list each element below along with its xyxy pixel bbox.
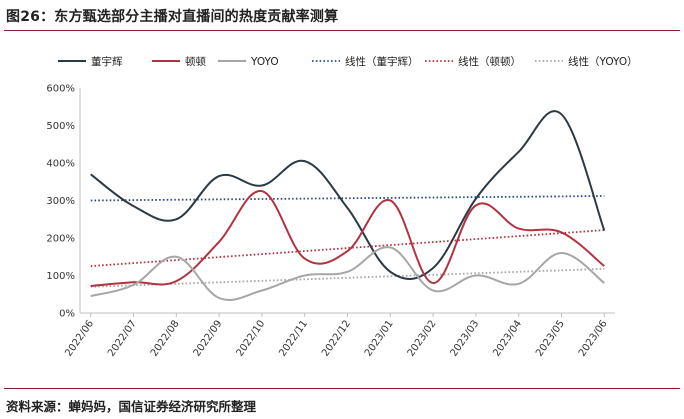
x-tick-label: 2022/08 bbox=[149, 318, 182, 358]
x-tick-label: 2023/06 bbox=[577, 318, 610, 358]
legend: 董宇辉 顿顿 YOYO 线性（董宇辉） 线性（顿顿） 线性（YOYO） bbox=[58, 55, 638, 68]
chart-title: 图26：东方甄选部分主播对直播间的热度贡献率测算 bbox=[6, 9, 339, 25]
legend-label-3: 线性（董宇辉） bbox=[345, 55, 419, 68]
x-tick-label: 2022/07 bbox=[106, 318, 139, 358]
legend-label-4: 线性（顿顿） bbox=[458, 55, 521, 68]
legend-label-2: YOYO bbox=[250, 56, 279, 68]
y-tick-label: 600% bbox=[46, 84, 75, 95]
x-tick-label: 2022/10 bbox=[235, 318, 268, 358]
y-tick-label: 200% bbox=[46, 234, 75, 245]
legend-label-0: 董宇辉 bbox=[91, 55, 123, 68]
series-line-4 bbox=[90, 229, 605, 267]
y-tick-label: 500% bbox=[46, 121, 75, 132]
series-group bbox=[90, 110, 606, 301]
y-tick-label: 0% bbox=[59, 309, 75, 320]
y-tick-label: 400% bbox=[46, 159, 75, 170]
x-tick-label: 2022/09 bbox=[192, 318, 225, 358]
legend-label-5: 线性（YOYO） bbox=[568, 55, 638, 68]
x-axis: 2022/06 2022/07 2022/08 2022/09 2022/10 2022/… bbox=[63, 312, 615, 359]
x-tick-label: 2023/02 bbox=[406, 318, 439, 358]
x-tick-label: 2022/12 bbox=[320, 318, 353, 358]
y-axis: 0% 100% 200% 300% 400% 500% 600% bbox=[46, 84, 81, 320]
series-line-0 bbox=[90, 110, 606, 280]
y-tick-label: 100% bbox=[46, 271, 75, 282]
x-tick-label: 2022/11 bbox=[277, 318, 310, 358]
series-line-2 bbox=[90, 246, 605, 301]
series-line-3 bbox=[90, 195, 605, 202]
series-line-1 bbox=[90, 190, 605, 287]
x-tick-label: 2023/05 bbox=[534, 318, 567, 358]
legend-label-1: 顿顿 bbox=[185, 55, 206, 68]
x-tick-label: 2023/03 bbox=[449, 318, 482, 358]
title-divider bbox=[4, 30, 680, 31]
y-tick-label: 300% bbox=[46, 196, 75, 207]
x-tick-label: 2023/01 bbox=[363, 318, 396, 358]
x-tick-label: 2022/06 bbox=[63, 318, 96, 358]
source-note: 资料来源：蝉妈妈，国信证券经济研究所整理 bbox=[6, 399, 257, 414]
source-divider bbox=[4, 388, 680, 389]
x-tick-label: 2023/04 bbox=[491, 318, 524, 358]
